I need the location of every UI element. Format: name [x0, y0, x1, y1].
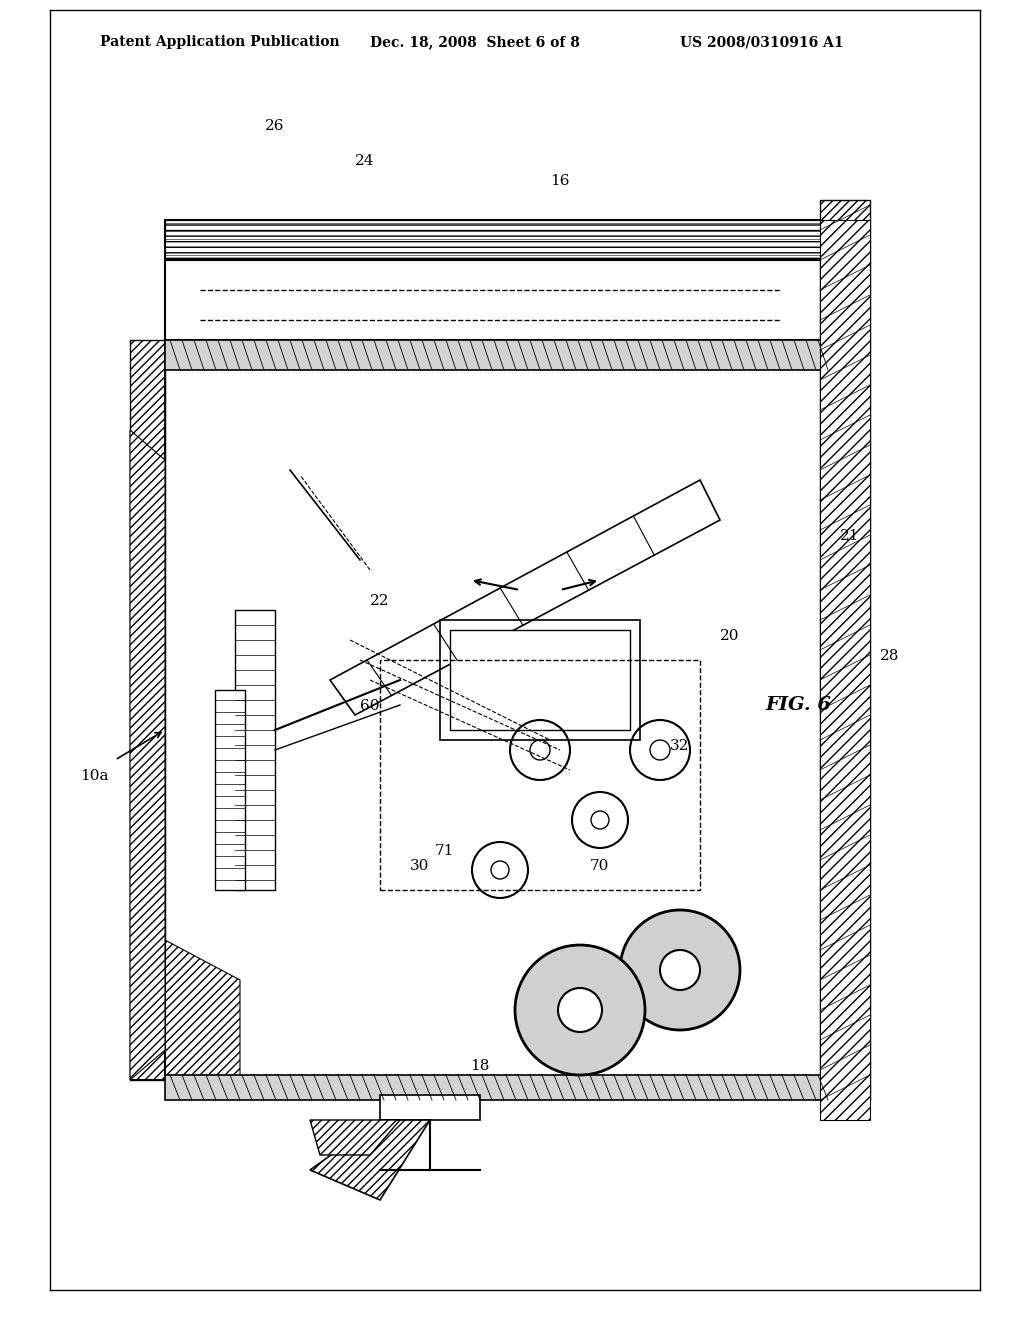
Text: 20: 20: [720, 630, 739, 643]
Text: 32: 32: [670, 739, 689, 752]
Text: 10a: 10a: [80, 770, 109, 783]
Bar: [165, 341, 825, 1080]
Text: 16: 16: [550, 174, 569, 187]
Bar: [450, 630, 630, 730]
Circle shape: [660, 950, 700, 990]
Text: 70: 70: [590, 859, 609, 873]
Text: US 2008/0310916 A1: US 2008/0310916 A1: [680, 36, 844, 49]
Text: 24: 24: [355, 154, 375, 168]
Text: Patent Application Publication: Patent Application Publication: [100, 36, 340, 49]
Text: 30: 30: [410, 859, 429, 873]
Circle shape: [558, 987, 602, 1032]
Polygon shape: [820, 201, 870, 1100]
Text: 18: 18: [470, 1059, 489, 1073]
Bar: [165, 1074, 825, 1100]
Circle shape: [591, 810, 609, 829]
Bar: [234, 610, 275, 890]
Polygon shape: [130, 341, 165, 1080]
Bar: [380, 1096, 480, 1119]
Polygon shape: [130, 430, 165, 1080]
Polygon shape: [130, 940, 240, 1080]
Text: 22: 22: [370, 594, 389, 609]
Text: 60: 60: [360, 700, 380, 713]
Circle shape: [530, 741, 550, 760]
Text: Dec. 18, 2008  Sheet 6 of 8: Dec. 18, 2008 Sheet 6 of 8: [370, 36, 580, 49]
Circle shape: [650, 741, 670, 760]
Circle shape: [515, 945, 645, 1074]
Text: 28: 28: [880, 649, 899, 663]
Polygon shape: [820, 220, 870, 1119]
Bar: [380, 660, 700, 890]
Bar: [165, 341, 825, 370]
Circle shape: [620, 909, 740, 1030]
Text: 71: 71: [435, 843, 455, 858]
Circle shape: [490, 861, 509, 879]
Polygon shape: [330, 480, 720, 715]
Bar: [215, 690, 245, 890]
Text: FIG. 6: FIG. 6: [765, 696, 831, 714]
Polygon shape: [165, 220, 820, 260]
Text: 21: 21: [840, 529, 859, 543]
Text: 26: 26: [265, 119, 285, 133]
Bar: [440, 620, 640, 741]
Polygon shape: [310, 1119, 400, 1155]
Polygon shape: [310, 1119, 430, 1200]
